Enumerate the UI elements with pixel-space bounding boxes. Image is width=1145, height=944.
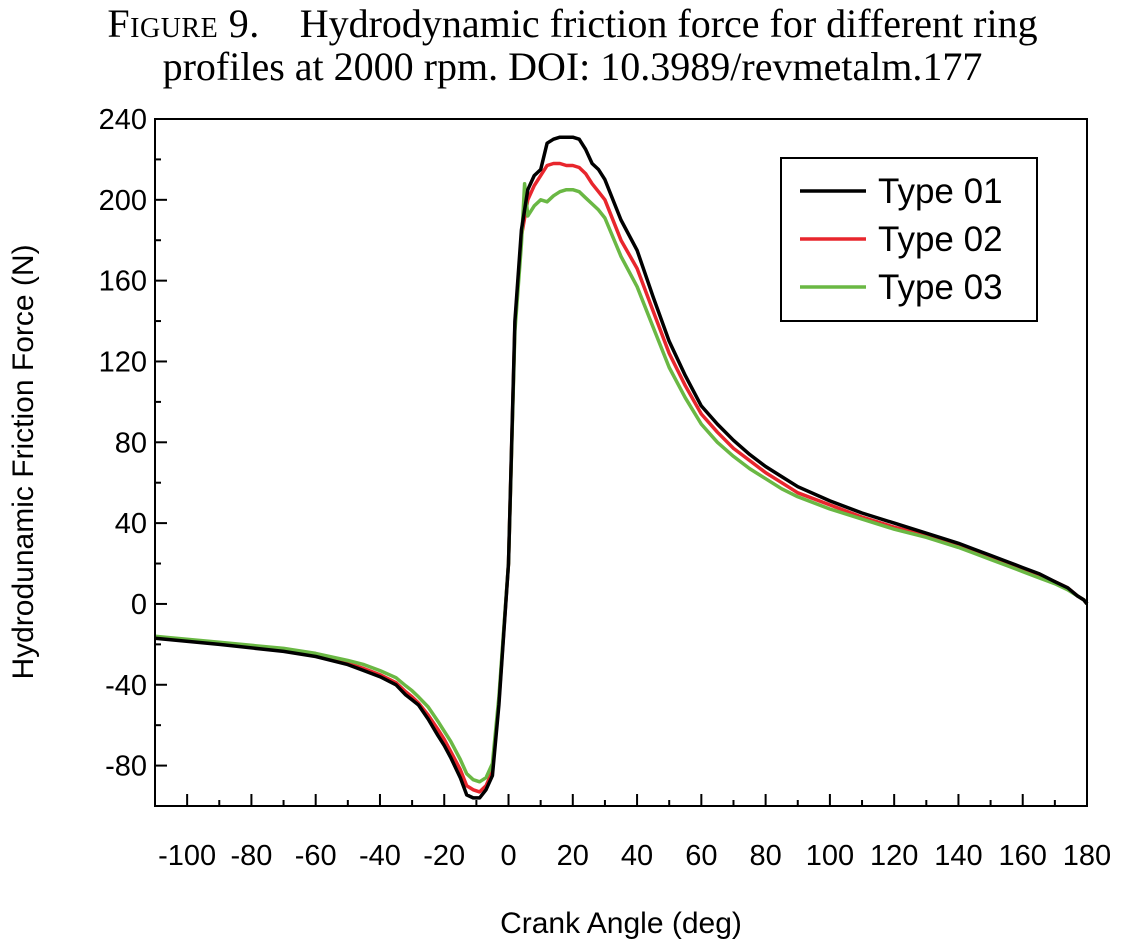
x-tick-label: 80 <box>749 840 781 872</box>
series-line-2 <box>154 161 1089 794</box>
x-tick-label: 0 <box>500 840 516 872</box>
legend-label: Type 02 <box>878 220 1003 259</box>
y-tick-label: -40 <box>105 670 147 702</box>
x-tick-label: -60 <box>295 840 337 872</box>
plot-frame <box>154 118 1088 807</box>
caption-line-1: Figure 9. Hydrodynamic friction force fo… <box>0 2 1145 45</box>
legend-label: Type 01 <box>878 172 1003 211</box>
x-tick-label: 60 <box>685 840 717 872</box>
series-lines <box>154 135 1089 800</box>
y-tick-label: 120 <box>99 346 147 378</box>
y-tick-label: -80 <box>105 751 147 783</box>
series-line-1 <box>154 135 1089 800</box>
x-tick-label: 100 <box>806 840 854 872</box>
x-tick-label: 180 <box>1063 840 1111 872</box>
y-tick-label: 80 <box>115 427 147 459</box>
y-tick-label: 40 <box>115 508 147 540</box>
x-tick-label: 160 <box>999 840 1047 872</box>
y-tick-label: 200 <box>99 185 147 217</box>
caption-line-2: profiles at 2000 rpm. DOI: 10.3989/revme… <box>162 44 983 89</box>
x-tick-label: 20 <box>557 840 589 872</box>
figure-caption: Figure 9. Hydrodynamic friction force fo… <box>0 2 1145 88</box>
y-tick-label: 240 <box>99 104 147 136</box>
x-axis-title: Crank Angle (deg) <box>500 907 742 940</box>
series-line-3 <box>154 181 1089 784</box>
caption-label: Figure 9. <box>107 1 260 46</box>
axis-ticks: -100 -80 -60 -40 -20 0 20 40 60 80 100 120 140 160 180… <box>99 104 1112 872</box>
legend: Type 01 Type 02 Type 03 <box>780 157 1038 322</box>
x-tick-label: 40 <box>621 840 653 872</box>
x-tick-label: -20 <box>423 840 465 872</box>
x-tick-label: 120 <box>870 840 918 872</box>
x-tick-label: 140 <box>934 840 982 872</box>
legend-label: Type 03 <box>878 268 1003 307</box>
x-tick-label: -100 <box>158 840 216 872</box>
y-tick-label: 0 <box>131 589 147 621</box>
y-axis-title: Hydrodunamic Friction Force (N) <box>7 244 40 679</box>
y-tick-label: 160 <box>99 266 147 298</box>
x-tick-label: -80 <box>230 840 272 872</box>
caption-text-1: Hydrodynamic friction force for differen… <box>299 1 1038 46</box>
x-tick-label: -40 <box>359 840 401 872</box>
